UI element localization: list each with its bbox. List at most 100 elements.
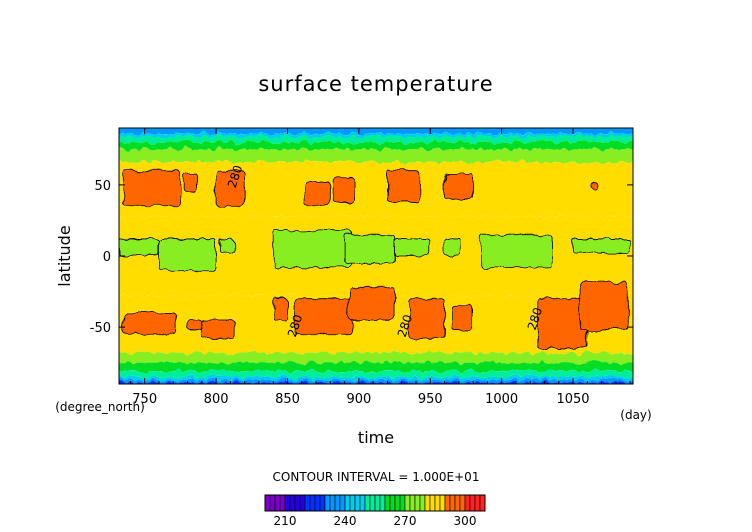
y-unit-label: (degree_north) (55, 400, 145, 414)
cool-region (479, 234, 553, 268)
y-axis-ticks: 50 0 -50 (90, 179, 633, 336)
colorbar-swatch (269, 494, 276, 512)
temperature-band (119, 142, 633, 150)
colorbar-swatch (329, 494, 336, 512)
colorbar-swatch (294, 494, 301, 512)
contour-label: 280 (225, 163, 245, 189)
temperature-band (119, 133, 633, 137)
colorbar-swatch (444, 494, 451, 512)
x-tick-label: 1050 (556, 392, 589, 407)
temperature-band (119, 371, 633, 377)
colorbar-swatch (469, 494, 476, 512)
cool-region (344, 234, 395, 264)
x-tick-label: 1000 (485, 392, 518, 407)
temperature-band (119, 128, 633, 134)
colorbar-swatch (459, 494, 466, 512)
colorbar-swatch (389, 494, 396, 512)
warm-region (408, 298, 445, 339)
warm-region (348, 286, 395, 321)
temperature-band (119, 136, 633, 143)
colorbar-swatch (474, 494, 481, 512)
colorbar-tick-label: 210 (274, 514, 297, 528)
warm-region (451, 305, 474, 331)
colorbar-swatch (434, 494, 441, 512)
contour-label: 280 (395, 313, 415, 339)
colorbar-swatch (384, 494, 391, 512)
x-unit-label: (day) (620, 408, 651, 422)
colorbar-swatch (424, 494, 431, 512)
colorbar-tick-label: 270 (394, 514, 417, 528)
colorbar-swatch (429, 494, 436, 512)
x-tick-label: 750 (132, 392, 157, 407)
warm-region (579, 281, 628, 331)
warm-region (122, 312, 177, 335)
cool-region (219, 238, 234, 254)
colorbar-swatch (464, 494, 471, 512)
warm-region (272, 298, 288, 321)
colorbar-swatch (334, 494, 341, 512)
colorbar-tick-label: 300 (454, 514, 477, 528)
colorbar-swatch (374, 494, 381, 512)
colorbar-swatch (304, 494, 311, 512)
colorbar-frame (264, 494, 486, 512)
warm-region (201, 319, 236, 339)
warm-region (387, 170, 420, 203)
temperature-band (119, 382, 633, 384)
cool-region (394, 238, 431, 257)
plot-area (119, 128, 633, 384)
temperature-band (119, 149, 633, 163)
y-tick-label: -50 (90, 321, 111, 336)
colorbar-swatch (394, 494, 401, 512)
temperature-band (119, 379, 633, 383)
cool-region (272, 229, 353, 268)
warm-region (332, 177, 355, 203)
chart-title: surface temperature (258, 72, 493, 96)
colorbar-swatch (299, 494, 306, 512)
contour-label: 280 (525, 306, 545, 332)
colorbar-tick-label: 240 (334, 514, 357, 528)
x-tick-label: 850 (275, 392, 300, 407)
colorbar-swatch (289, 494, 296, 512)
colorbar (264, 494, 486, 512)
warm-region (187, 319, 203, 331)
warm-region (294, 298, 353, 335)
temperature-band (119, 376, 633, 380)
warm-region (215, 170, 246, 207)
colorbar-swatch (344, 494, 351, 512)
temperature-band (119, 352, 633, 363)
y-tick-label: 50 (94, 179, 111, 194)
colorbar-swatch (359, 494, 366, 512)
warm-region (591, 181, 598, 190)
colorbar-swatch (354, 494, 361, 512)
cool-region (572, 238, 631, 254)
colorbar-swatch (279, 494, 286, 512)
colorbar-swatch (309, 494, 316, 512)
warm-region (122, 170, 181, 207)
warm-region (444, 173, 474, 200)
temperature-band (119, 162, 633, 217)
colorbar-swatch (439, 494, 446, 512)
contour-labels: 280 280 280 280 (225, 163, 545, 338)
colorbar-swatch (414, 494, 421, 512)
warm-region (184, 173, 198, 193)
contour-label: 280 (285, 313, 305, 339)
colorbar-swatch (369, 494, 376, 512)
colorbar-swatch (284, 494, 291, 512)
colorbar-swatch (324, 494, 331, 512)
colorbar-swatch (454, 494, 461, 512)
colorbar-swatch (419, 494, 426, 512)
colorbar-swatch (379, 494, 386, 512)
colorbar-tick-labels: 210 240 270 300 (274, 514, 477, 528)
colorbar-swatch (404, 494, 411, 512)
cool-region (444, 238, 463, 257)
x-tick-label: 950 (418, 392, 443, 407)
colorbar-swatch (449, 494, 456, 512)
y-axis-label: latitude (55, 225, 74, 286)
y-tick-label: 0 (103, 250, 111, 265)
colorbar-swatch (314, 494, 321, 512)
x-axis-label: time (358, 428, 394, 447)
colorbar-swatch (339, 494, 346, 512)
temperature-patches (119, 170, 631, 349)
colorbar-swatch (479, 494, 486, 512)
